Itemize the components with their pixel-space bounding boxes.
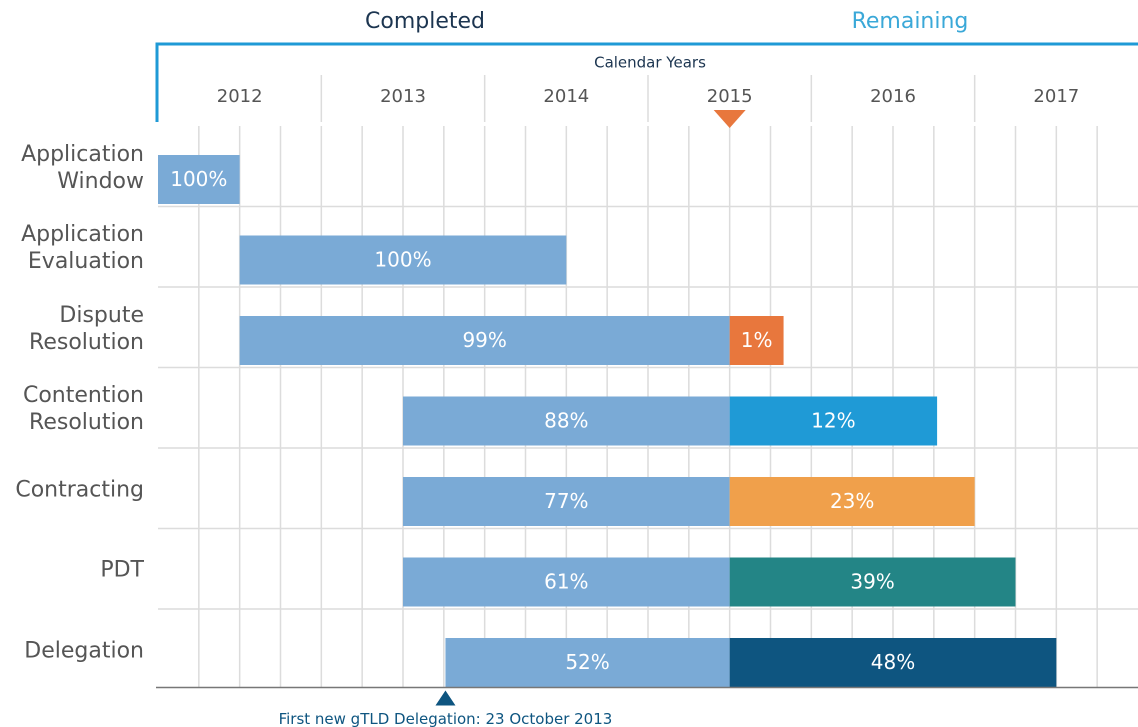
value-label: 61% xyxy=(544,570,588,594)
annotation-marker xyxy=(435,690,456,706)
value-label: 48% xyxy=(871,650,915,674)
x-tick-label: 2013 xyxy=(380,86,426,107)
bar-segment xyxy=(239,316,730,365)
row-label: Contracting xyxy=(15,477,144,502)
bar-segment xyxy=(239,235,567,285)
row-label: Contention Resolution xyxy=(22,383,144,435)
x-tick-label: 2016 xyxy=(870,86,916,107)
annotation-text: First new gTLD Delegation: 23 October 20… xyxy=(279,710,613,727)
bar-segment xyxy=(403,477,730,526)
bar-segment xyxy=(158,155,240,204)
x-tick-label: 2015 xyxy=(707,86,753,107)
row-label: Application Window xyxy=(21,141,144,194)
now-marker xyxy=(713,110,746,128)
bar-segment xyxy=(729,557,1016,607)
value-label: 1% xyxy=(741,328,773,352)
bar-segment xyxy=(729,477,975,526)
row-label: Dispute Resolution xyxy=(29,302,144,355)
bar-segment xyxy=(445,638,730,687)
header-completed: Completed xyxy=(365,9,485,34)
value-label: 77% xyxy=(544,489,588,513)
header-bracket xyxy=(155,42,1138,122)
header-remaining: Remaining xyxy=(852,9,969,34)
value-label: 99% xyxy=(462,328,506,352)
axis-title: Calendar Years xyxy=(594,54,706,72)
bar-segment xyxy=(729,396,938,446)
x-tick-label: 2014 xyxy=(543,86,589,107)
bar-segment xyxy=(729,638,1057,687)
row-label: Application Evaluation xyxy=(21,222,144,274)
value-label: 88% xyxy=(544,409,588,433)
value-label: 23% xyxy=(830,489,874,513)
value-label: 12% xyxy=(811,409,855,433)
row-label: PDT xyxy=(100,557,144,583)
bar-segment xyxy=(729,316,784,365)
row-label: Delegation xyxy=(24,638,144,663)
value-label: 100% xyxy=(170,167,227,191)
bar-segment xyxy=(403,396,730,446)
value-label: 52% xyxy=(565,650,609,674)
value-label: 39% xyxy=(850,570,894,594)
x-tick-label: 2017 xyxy=(1033,86,1079,107)
value-label: 100% xyxy=(374,248,431,272)
x-tick-label: 2012 xyxy=(217,86,263,107)
bar-segment xyxy=(403,557,730,607)
